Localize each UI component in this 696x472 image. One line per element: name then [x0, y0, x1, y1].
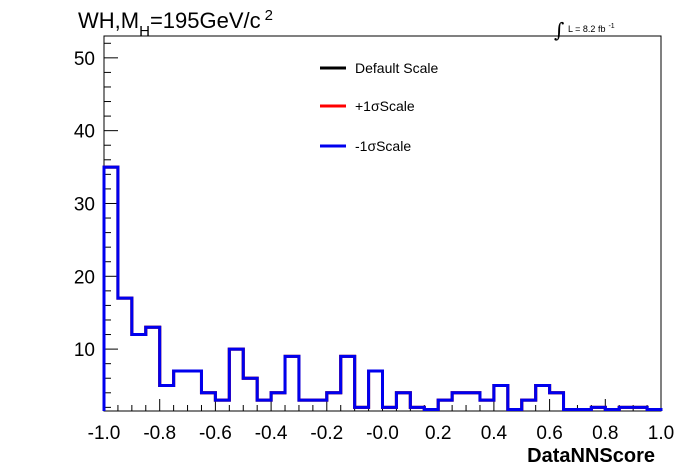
legend-label-minus1sigma: -1σScale	[355, 138, 411, 154]
x-tick-label: 0.6	[536, 423, 562, 444]
y-tick-label: 20	[74, 267, 95, 288]
x-tick-label: 1.0	[648, 423, 674, 444]
title-superscript: 2	[265, 7, 273, 24]
series-line-2	[102, 165, 663, 412]
x-tick-label: 0.8	[592, 423, 618, 444]
y-tick-label: 10	[74, 340, 95, 361]
y-tick-label: 50	[74, 49, 95, 70]
x-tick-label: -0.0	[366, 423, 399, 444]
title-main: WH,M	[78, 8, 139, 33]
x-tick-label: -0.8	[143, 423, 176, 444]
x-tick-label: 0.4	[481, 423, 508, 444]
x-tick-label: -0.6	[199, 423, 232, 444]
lumi-superscript: -1	[608, 23, 614, 30]
x-axis-label: DataNNScore	[527, 445, 655, 467]
title-subscript: H	[139, 23, 150, 40]
lumi-integral-symbol: ∫	[554, 18, 564, 42]
chart-title: WH,MH=195GeV/c 2	[78, 7, 273, 40]
y-tick-label: 40	[74, 122, 95, 143]
lumi-text: L = 8.2 fb	[568, 24, 605, 34]
plot-frame	[103, 35, 662, 412]
x-tick-label: -0.4	[255, 423, 288, 444]
y-axis: 10 20 30 40 50	[74, 42, 118, 408]
legend-label-plus1sigma: +1σScale	[355, 98, 415, 114]
series-group	[102, 165, 663, 412]
y-tick-label: 30	[74, 194, 95, 215]
x-axis: -1.0 -0.8 -0.6 -0.4 -0.2 -0.0 0.2 0.4 0.6 0.8 1.0	[88, 399, 674, 444]
x-tick-label: 0.2	[425, 423, 451, 444]
legend-label-default: Default Scale	[355, 60, 438, 76]
title-rest: =195GeV/c	[150, 8, 261, 33]
legend: Default Scale +1σScale -1σScale	[320, 60, 438, 154]
lumi-label: L = 8.2 fb -1	[568, 23, 615, 34]
x-tick-label: -1.0	[88, 423, 121, 444]
x-tick-label: -0.2	[310, 423, 343, 444]
